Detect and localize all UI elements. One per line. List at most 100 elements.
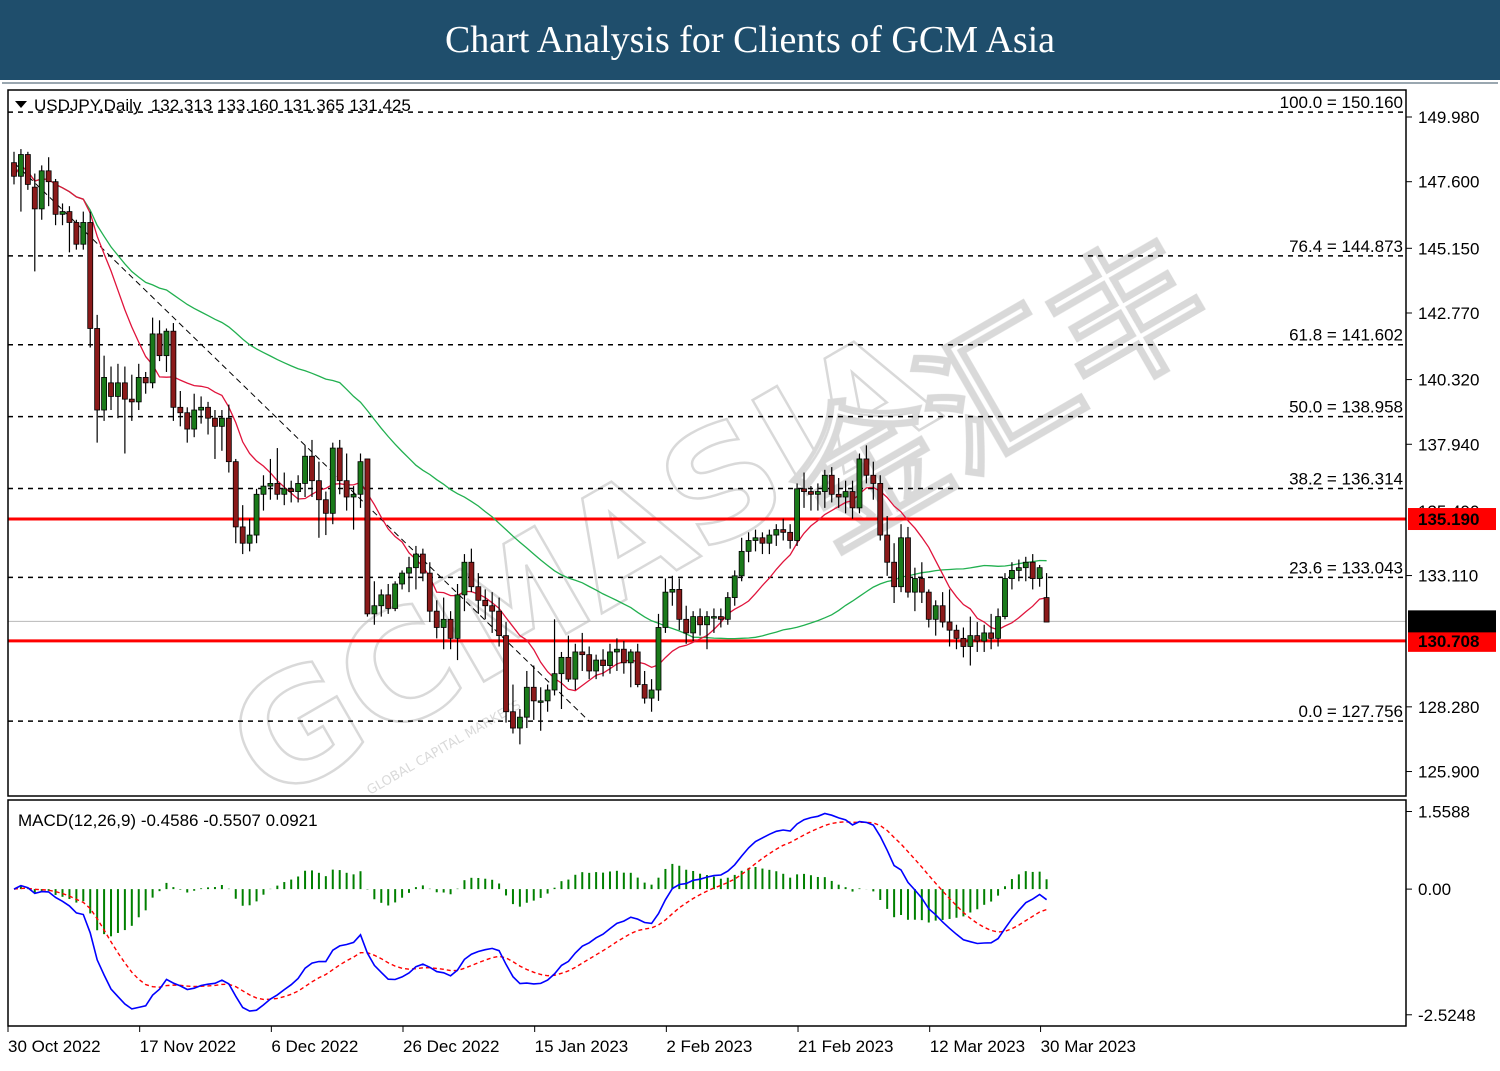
candle-body [704, 616, 710, 626]
candle-body [59, 211, 66, 215]
macd-main-line [13, 812, 1048, 1012]
candle-body [142, 377, 149, 384]
candle-body [1029, 561, 1036, 579]
candle-body [891, 561, 898, 588]
level-lines: 100.0 = 150.160 76.4 = 144.873 61.8 = 141.… [8, 93, 1406, 722]
time-tick-label: 6 Dec 2022 [271, 1037, 358, 1056]
candle-body [586, 654, 593, 672]
downtrend-line [13, 162, 590, 722]
candle-body [877, 483, 884, 536]
candle-body [516, 716, 523, 729]
candle-body [988, 632, 995, 639]
candle-body [863, 458, 870, 476]
candle-body [946, 621, 953, 631]
candle-body [115, 382, 121, 397]
price-tick-label: 128.280 [1418, 698, 1479, 717]
candle-body [607, 651, 613, 666]
candle-body [385, 594, 392, 609]
candle-body [399, 572, 405, 585]
candle-body [1043, 597, 1050, 623]
candle-body [392, 583, 399, 609]
candle-body [38, 170, 45, 210]
candle-body [683, 618, 690, 634]
macd-tick-label: 1.5588 [1418, 803, 1470, 822]
candle-body [565, 656, 572, 680]
candle-body [218, 417, 225, 427]
price-tick-label: 149.980 [1418, 108, 1479, 127]
candle-body [447, 618, 454, 639]
candle-body [468, 561, 475, 588]
candle-body [620, 648, 627, 664]
candle-body [676, 589, 683, 620]
candle-body [780, 529, 787, 533]
macd-title: MACD(12,26,9) -0.4586 -0.5507 0.0921 [18, 811, 318, 830]
candle-body [163, 330, 170, 357]
candle-body [634, 651, 641, 685]
candle-body [752, 537, 759, 541]
fib-label: 100.0 = 150.160 [1280, 93, 1403, 112]
candle-body [149, 333, 156, 384]
candle-body [835, 493, 842, 498]
candle-body [974, 635, 981, 642]
candle-body [856, 458, 863, 509]
candle-body [697, 616, 703, 626]
fib-label: 23.6 = 133.043 [1289, 558, 1403, 577]
candle-body [690, 616, 697, 634]
candle-body [814, 491, 821, 495]
candle-body [267, 483, 274, 487]
candle-body [18, 154, 24, 177]
candle-body [329, 447, 336, 514]
fib-label: 61.8 = 141.602 [1289, 326, 1403, 345]
price-chart-svg: GCMASIA 金汇丰 GLOBAL CAPITAL MARKETS 100.0… [2, 82, 1498, 1056]
sr-price-tag: 130.708 [1418, 632, 1479, 651]
candle-body [288, 488, 295, 492]
candle-body [967, 635, 974, 647]
candle-body [731, 575, 738, 598]
candle-body [1015, 567, 1022, 571]
candle-body [371, 605, 378, 615]
candle-body [475, 586, 482, 601]
chart-menu-arrow-icon [15, 101, 27, 108]
price-tick-label: 125.900 [1418, 763, 1479, 782]
time-tick-label: 17 Nov 2022 [140, 1037, 236, 1056]
candle-body [627, 651, 634, 664]
candle-body [905, 537, 911, 593]
candle-body [593, 659, 600, 672]
candle-body [572, 651, 579, 680]
banner-title: Chart Analysis for Clients of GCM Asia [444, 19, 1056, 61]
watermark-chinese: 金汇丰 [760, 205, 1238, 581]
candle-body [302, 455, 308, 484]
candle-body [357, 461, 364, 495]
time-tick-label: 30 Mar 2023 [1041, 1037, 1136, 1056]
trend-line [13, 162, 590, 722]
candle-body [101, 377, 107, 411]
candle-body [821, 474, 828, 492]
candle-body [343, 480, 350, 498]
candle-body [614, 648, 620, 653]
candle-body [551, 673, 558, 691]
main-panel-border [7, 89, 1407, 797]
macd-tick-label: -2.5248 [1418, 1006, 1476, 1025]
candle-body [918, 578, 925, 593]
candle-body [128, 398, 135, 403]
candle-body [1022, 561, 1029, 569]
candle-body [274, 483, 281, 495]
candle-body [461, 561, 468, 596]
price-tick-label: 147.600 [1418, 173, 1479, 192]
fib-label: 76.4 = 144.873 [1289, 237, 1403, 256]
candle-body [669, 589, 676, 593]
ma-slow-line [13, 164, 1047, 640]
candle-body [454, 594, 461, 639]
candle-body [995, 616, 1001, 639]
candle-body [426, 572, 433, 612]
candle-body [600, 659, 606, 666]
candle-body [766, 534, 773, 544]
candle-body [655, 627, 662, 691]
chart-frame: GCMASIA 金汇丰 GLOBAL CAPITAL MARKETS 100.0… [0, 80, 1500, 1071]
candle-body [925, 591, 932, 620]
candle-body [912, 578, 918, 593]
candle-body [191, 409, 198, 430]
candle-body [503, 635, 509, 713]
axes: 149.980 147.600 145.150 142.770 140.320 137.9… [7, 108, 1496, 1056]
candle-body [433, 610, 440, 628]
